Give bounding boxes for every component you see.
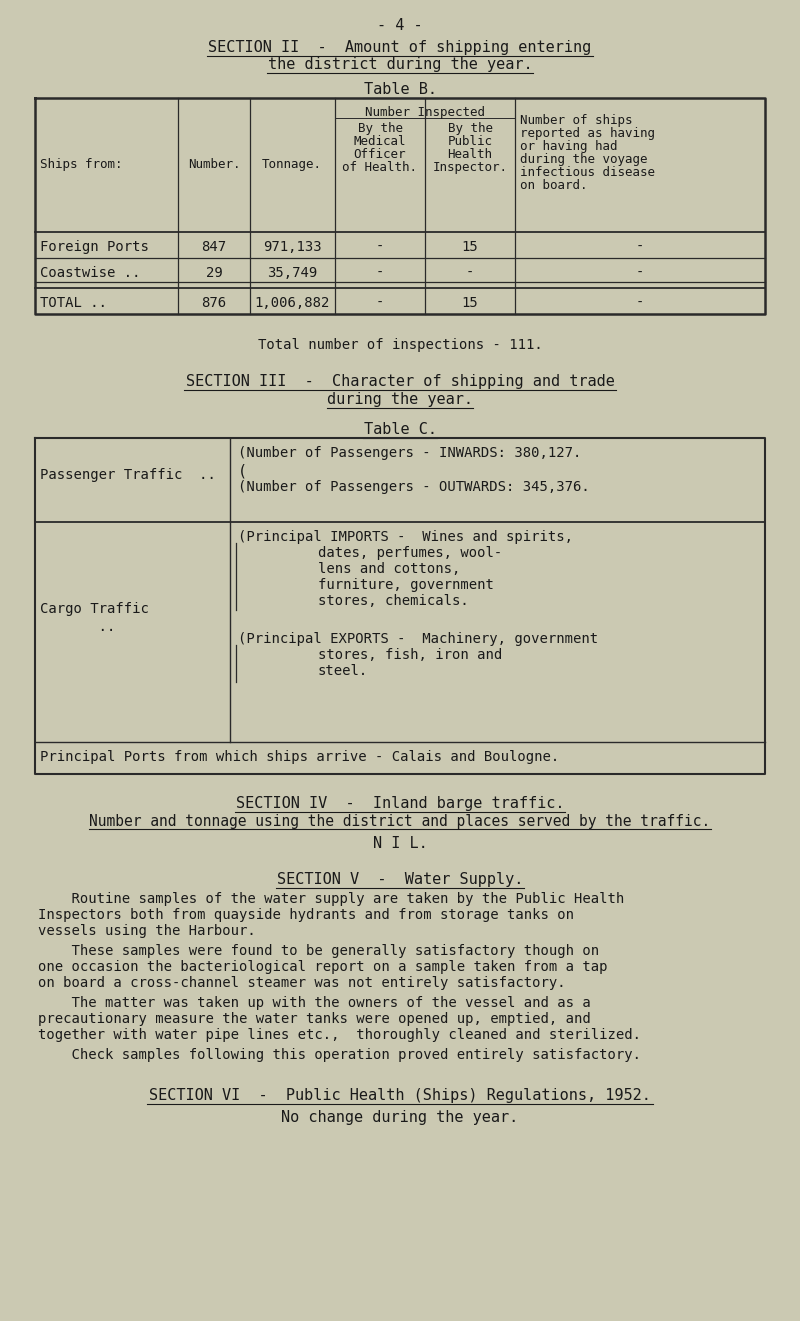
Text: Total number of inspections - 111.: Total number of inspections - 111.: [258, 338, 542, 351]
Text: during the year.: during the year.: [327, 392, 473, 407]
Text: one occasion the bacteriological report on a sample taken from a tap: one occasion the bacteriological report …: [38, 960, 607, 974]
Text: -: -: [466, 266, 474, 280]
Text: dates, perfumes, wool-: dates, perfumes, wool-: [318, 546, 502, 560]
Text: Inspector.: Inspector.: [433, 161, 507, 174]
Text: reported as having: reported as having: [520, 127, 655, 140]
Text: SECTION III  -  Character of shipping and trade: SECTION III - Character of shipping and …: [186, 374, 614, 388]
Text: (: (: [238, 464, 247, 480]
Text: These samples were found to be generally satisfactory though on: These samples were found to be generally…: [38, 945, 599, 958]
Text: stores, chemicals.: stores, chemicals.: [318, 594, 469, 608]
Text: during the voyage: during the voyage: [520, 153, 647, 166]
Text: lens and cottons,: lens and cottons,: [318, 561, 460, 576]
Text: Principal Ports from which ships arrive - Calais and Boulogne.: Principal Ports from which ships arrive …: [40, 750, 559, 764]
Text: SECTION V  -  Water Supply.: SECTION V - Water Supply.: [277, 872, 523, 886]
Text: on board.: on board.: [520, 180, 587, 192]
Text: Tonnage.: Tonnage.: [262, 159, 322, 170]
Text: Passenger Traffic  ..: Passenger Traffic ..: [40, 468, 216, 482]
Text: 29: 29: [206, 266, 222, 280]
Text: 15: 15: [462, 240, 478, 254]
Text: ..: ..: [40, 620, 115, 634]
Text: 876: 876: [202, 296, 226, 310]
Text: By the: By the: [358, 122, 402, 135]
Text: -: -: [376, 240, 384, 254]
Text: TOTAL ..: TOTAL ..: [40, 296, 107, 310]
Text: Foreign Ports: Foreign Ports: [40, 240, 149, 254]
Text: (Number of Passengers - INWARDS: 380,127.: (Number of Passengers - INWARDS: 380,127…: [238, 446, 582, 460]
Text: No change during the year.: No change during the year.: [282, 1110, 518, 1125]
Text: -: -: [376, 296, 384, 310]
Text: 35,749: 35,749: [267, 266, 317, 280]
Text: steel.: steel.: [318, 664, 368, 678]
Text: Number.: Number.: [188, 159, 240, 170]
Text: Ships from:: Ships from:: [40, 159, 122, 170]
Text: Inspectors both from quayside hydrants and from storage tanks on: Inspectors both from quayside hydrants a…: [38, 908, 574, 922]
Text: Public: Public: [447, 135, 493, 148]
Text: Number and tonnage using the district and places served by the traffic.: Number and tonnage using the district an…: [90, 814, 710, 830]
Text: vessels using the Harbour.: vessels using the Harbour.: [38, 923, 256, 938]
Text: precautionary measure the water tanks were opened up, emptied, and: precautionary measure the water tanks we…: [38, 1012, 590, 1026]
Text: By the: By the: [447, 122, 493, 135]
Text: (Principal IMPORTS -  Wines and spirits,: (Principal IMPORTS - Wines and spirits,: [238, 530, 573, 544]
Text: Officer: Officer: [354, 148, 406, 161]
Text: or having had: or having had: [520, 140, 618, 153]
Text: - 4 -: - 4 -: [377, 18, 423, 33]
Text: Check samples following this operation proved entirely satisfactory.: Check samples following this operation p…: [38, 1048, 641, 1062]
Text: together with water pipe lines etc.,  thoroughly cleaned and sterilized.: together with water pipe lines etc., tho…: [38, 1028, 641, 1042]
Text: the district during the year.: the district during the year.: [268, 57, 532, 73]
Text: SECTION IV  -  Inland barge traffic.: SECTION IV - Inland barge traffic.: [236, 797, 564, 811]
Text: -: -: [636, 296, 644, 310]
Text: stores, fish, iron and: stores, fish, iron and: [318, 649, 502, 662]
Text: of Health.: of Health.: [342, 161, 418, 174]
Text: 15: 15: [462, 296, 478, 310]
Text: 1,006,882: 1,006,882: [254, 296, 330, 310]
Text: (Number of Passengers - OUTWARDS: 345,376.: (Number of Passengers - OUTWARDS: 345,37…: [238, 480, 590, 494]
Text: Number of ships: Number of ships: [520, 114, 633, 127]
Text: SECTION II  -  Amount of shipping entering: SECTION II - Amount of shipping entering: [208, 40, 592, 55]
Text: Table B.: Table B.: [363, 82, 437, 96]
Text: Number Inspected: Number Inspected: [365, 106, 485, 119]
Text: Health: Health: [447, 148, 493, 161]
Text: furniture, government: furniture, government: [318, 579, 494, 592]
Text: (Principal EXPORTS -  Machinery, government: (Principal EXPORTS - Machinery, governme…: [238, 631, 598, 646]
Text: The matter was taken up with the owners of the vessel and as a: The matter was taken up with the owners …: [38, 996, 590, 1011]
Text: -: -: [376, 266, 384, 280]
Text: 847: 847: [202, 240, 226, 254]
Text: Table C.: Table C.: [363, 421, 437, 437]
Text: Cargo Traffic: Cargo Traffic: [40, 602, 149, 616]
Text: -: -: [636, 266, 644, 280]
Text: Coastwise ..: Coastwise ..: [40, 266, 141, 280]
Text: SECTION VI  -  Public Health (Ships) Regulations, 1952.: SECTION VI - Public Health (Ships) Regul…: [149, 1089, 651, 1103]
Text: infectious disease: infectious disease: [520, 166, 655, 180]
Text: -: -: [636, 240, 644, 254]
Text: Routine samples of the water supply are taken by the Public Health: Routine samples of the water supply are …: [38, 892, 624, 906]
Text: N I L.: N I L.: [373, 836, 427, 851]
Text: on board a cross-channel steamer was not entirely satisfactory.: on board a cross-channel steamer was not…: [38, 976, 566, 989]
Text: 971,133: 971,133: [262, 240, 322, 254]
Text: Medical: Medical: [354, 135, 406, 148]
